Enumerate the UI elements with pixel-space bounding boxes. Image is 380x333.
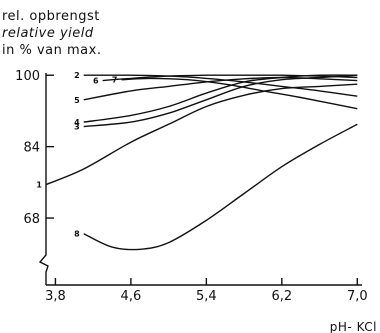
- series-label-4: 4: [74, 118, 80, 127]
- x-tick-label: 7,0: [347, 289, 368, 304]
- series-label-8: 8: [74, 230, 80, 239]
- series-label-1: 1: [36, 181, 42, 190]
- y-axis-ticks: 68 84 100: [15, 69, 54, 227]
- series-label-5: 5: [74, 96, 80, 105]
- series-line-6: [102, 74, 358, 82]
- x-tick-label: 3,8: [45, 289, 66, 304]
- y-tick-label: 84: [23, 141, 40, 156]
- series-line-7: [121, 77, 358, 110]
- x-tick-label: 4,6: [121, 289, 142, 304]
- series-label-7: 7: [112, 76, 118, 85]
- x-axis-ticks: 3,8 4,6 5,4 6,2 7,0: [45, 278, 368, 304]
- x-tick-label: 6,2: [271, 289, 292, 304]
- x-tick-label: 5,4: [196, 289, 217, 304]
- y-axis-label-line-3: in % van max.: [2, 43, 101, 58]
- series-line-4: [83, 74, 358, 123]
- series-curves: [45, 74, 358, 251]
- y-tick-label: 100: [15, 69, 40, 84]
- series-line-8: [83, 123, 358, 251]
- series-label-6: 6: [93, 77, 99, 86]
- y-tick-label: 68: [23, 212, 40, 227]
- y-axis-label-line-2: relative yield: [2, 26, 94, 41]
- series-labels: 1 2 34 5 6 7 8: [36, 71, 117, 238]
- series-label-3: 3: [74, 123, 80, 132]
- series-label-2: 2: [74, 71, 80, 80]
- series-line-5: [83, 76, 358, 101]
- series-line-1: [45, 83, 358, 186]
- y-axis-line: [38, 73, 49, 285]
- y-axis-label-line-1: rel. opbrengst: [2, 9, 100, 24]
- x-axis-label: pH- KCl: [330, 320, 377, 333]
- series-line-3: [83, 74, 358, 128]
